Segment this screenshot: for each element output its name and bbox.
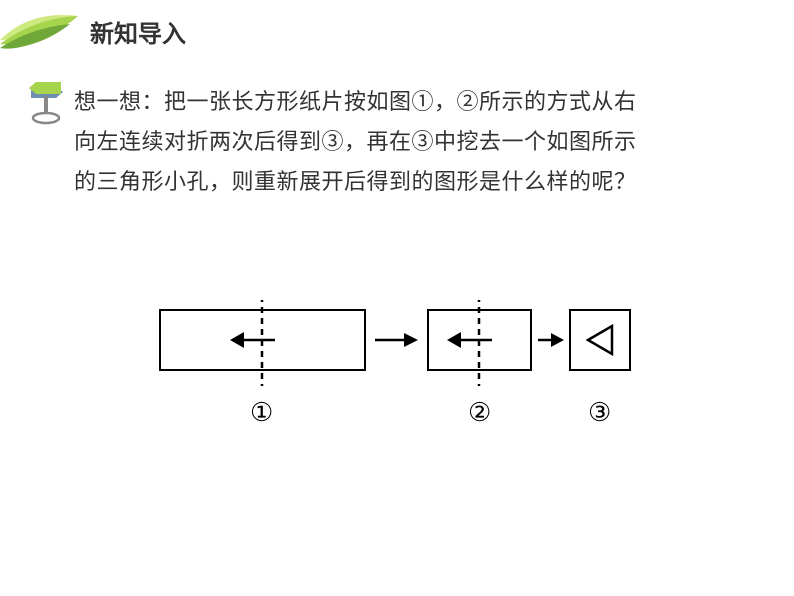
section-title: 新知导入 [90,14,186,49]
signpost-icon [26,82,66,131]
label-3: ③ [588,398,611,428]
triangle-hole [588,326,612,354]
diagram-labels: ① ② ③ [150,398,650,438]
problem-text: 想一想：把一张长方形纸片按如图①，②所示的方式从右向左连续对折两次后得到③，再在… [74,82,654,202]
arrow-2-3-head [551,333,564,347]
rect-3 [570,310,630,370]
banner-leaf [0,10,80,57]
label-2: ② [468,398,491,428]
fold-arrow-1-head [230,332,244,348]
arrow-1-2-head [404,333,418,347]
label-1: ① [250,398,273,428]
fold-arrow-2-head [447,332,461,348]
